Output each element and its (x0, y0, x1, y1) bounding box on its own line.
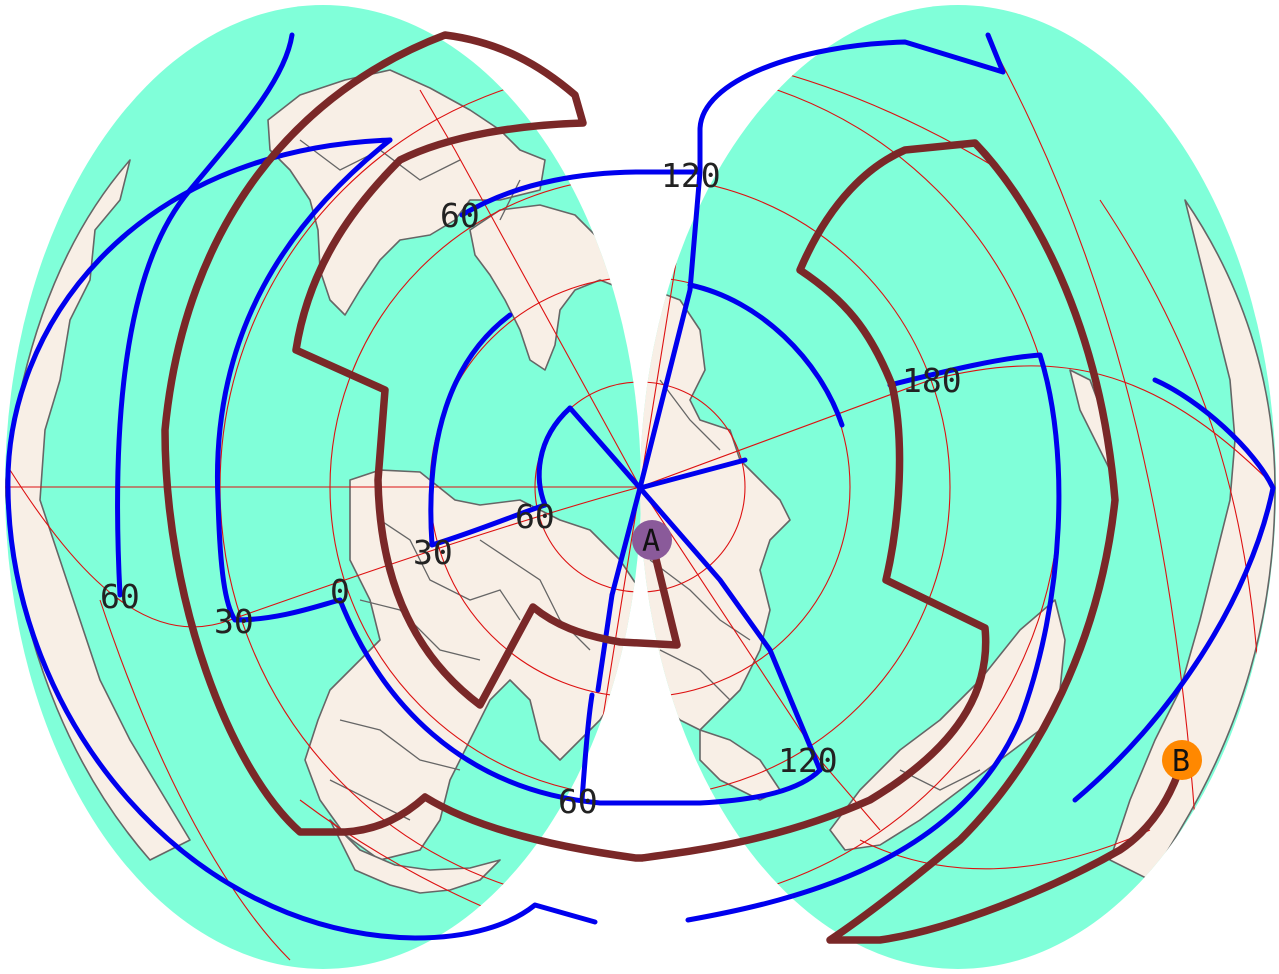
meridian-r5 (1099, 199, 1261, 701)
blue-line-left-vertical (115, 32, 295, 598)
meridian-l1 (9, 469, 641, 628)
latitude-circle-r3 (640, 176, 951, 798)
label-lon-60-bottom: 60 (558, 782, 598, 821)
blue-line-right-big (685, 352, 1062, 923)
route-path (161, 31, 1186, 944)
landmass-southeast-asia (699, 729, 781, 801)
blue-line-spoke-e (637, 457, 748, 491)
landmass-east-lobe-edge (1109, 199, 1276, 881)
label-lon-120-bottom: 120 (778, 741, 838, 780)
blue-line-spoke-s (609, 485, 643, 598)
blue-line-spoke-n (637, 32, 1006, 491)
latitude-circle-r1 (640, 381, 746, 593)
label-lat-30-center: 30 (413, 533, 453, 572)
landmass-south-america (329, 819, 501, 894)
label-lat-60-left: 60 (100, 577, 140, 616)
marker-a-label: A (642, 524, 660, 559)
meridian-l4 (99, 599, 291, 961)
marker-a[interactable]: A (632, 520, 672, 560)
marker-a-dot[interactable] (632, 520, 672, 560)
label-lon-0: 0 (330, 572, 350, 611)
marker-b-dot[interactable] (1162, 740, 1202, 780)
route (161, 31, 1186, 944)
blue-line-spoke-nw (567, 405, 643, 491)
blue-line-spoke-se (637, 485, 823, 773)
marker-b[interactable]: B (1162, 740, 1202, 780)
blue-line-ring-inner (536, 405, 573, 508)
label-lat-60-upper: 60 (440, 196, 480, 235)
blue-line-right-arc (687, 282, 845, 428)
graticule-labels: 120 60 180 60 30 0 30 60 60 120 (100, 156, 962, 821)
blue-line-left-outer-arc (5, 137, 598, 941)
label-lon-180: 180 (902, 361, 962, 400)
meridian-r4 (999, 59, 1201, 901)
blue-line-ring-mid (428, 312, 548, 548)
blue-grid-lines (5, 32, 1276, 941)
blue-line-center-loop (337, 597, 823, 806)
label-lat-30-left: 30 (214, 602, 254, 641)
blue-line-right-outer (1072, 377, 1276, 803)
marker-b-label: B (1172, 744, 1190, 779)
label-lon-120-top: 120 (661, 156, 721, 195)
meridian-l2 (419, 89, 641, 488)
country-borders-right (649, 379, 981, 791)
landmass-asia (640, 279, 791, 731)
blue-line-bottom-s (579, 692, 595, 803)
blue-line-left-inner-arc (214, 137, 393, 623)
latitude-circle-r2 (640, 276, 851, 698)
label-lat-60-center: 60 (515, 497, 555, 536)
blue-line-top-arc (459, 169, 703, 218)
